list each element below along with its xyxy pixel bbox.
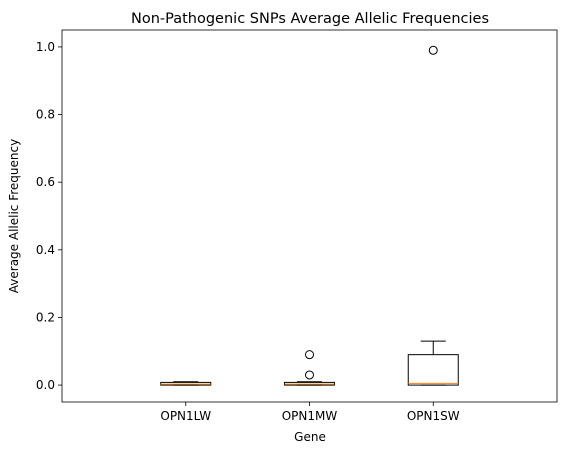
x-tick-label: OPN1SW xyxy=(407,409,460,423)
box xyxy=(407,354,459,386)
y-tick-label: 0.0 xyxy=(36,378,55,392)
x-axis-label: Gene xyxy=(294,430,326,444)
y-tick-label: 1.0 xyxy=(36,40,55,54)
chart-title: Non-Pathogenic SNPs Average Allelic Freq… xyxy=(131,11,489,27)
y-tick-label: 0.6 xyxy=(36,175,55,189)
y-axis-label: Average Allelic Frequency xyxy=(7,139,21,293)
plot-frame xyxy=(61,29,558,403)
x-tick-label: OPN1MW xyxy=(282,409,338,423)
y-tick-label: 0.4 xyxy=(36,243,55,257)
outlier-point xyxy=(428,45,438,55)
outlier-point xyxy=(305,350,314,360)
y-tick-label: 0.8 xyxy=(36,108,55,122)
y-tick-label: 0.2 xyxy=(36,310,55,324)
plot-area: 0.0 0.2 0.4 0.6 0.8 1.0 OPN1LW OPN1MW OPN1SW xyxy=(36,29,558,423)
outlier-point xyxy=(305,370,314,380)
x-tick-label: OPN1LW xyxy=(160,409,211,423)
